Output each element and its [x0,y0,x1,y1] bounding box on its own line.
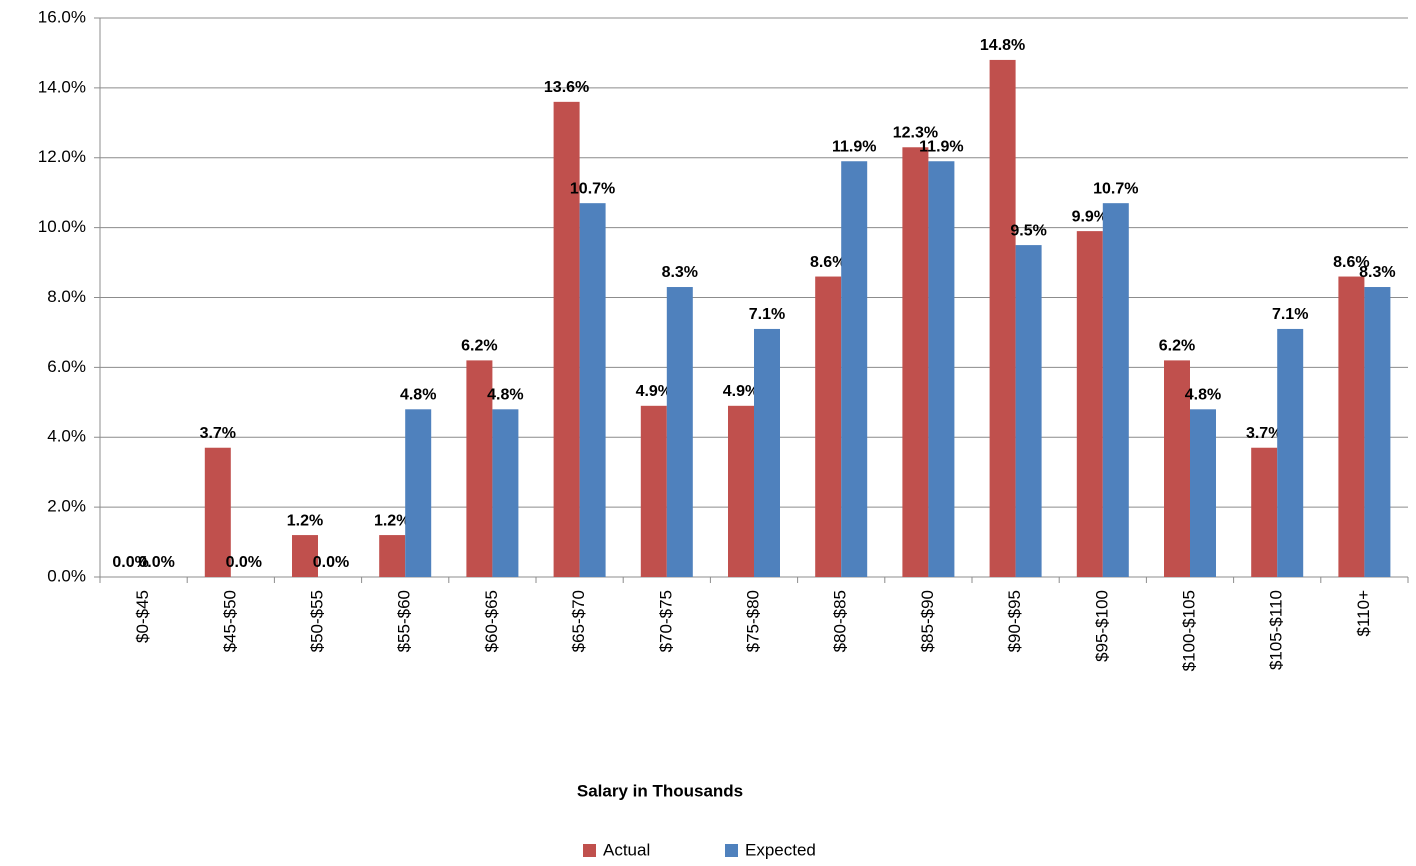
bar [579,203,606,577]
value-label: 9.5% [1010,222,1046,239]
bar [379,535,406,577]
bar [1076,231,1103,577]
x-tick-label: $100-$105 [1179,590,1198,671]
y-tick-label: 2.0% [47,497,86,516]
y-tick-label: 14.0% [38,77,86,96]
value-label: 0.0% [138,554,174,571]
bar [640,405,667,577]
y-tick-label: 10.0% [38,217,86,236]
value-label: 0.0% [313,554,349,571]
x-tick-label: $65-$70 [569,590,588,652]
y-tick-label: 12.0% [38,147,86,166]
bar [815,276,842,577]
bar [754,328,780,577]
value-label: 10.7% [570,180,615,197]
bar [405,409,432,577]
value-label: 0.0% [226,554,262,571]
value-label: 11.9% [919,138,963,155]
value-label: 0.0% [112,554,148,571]
value-label: 13.6% [544,79,589,96]
value-label: 3.7% [1246,425,1282,442]
bar [204,447,231,577]
x-tick-label: $90-$95 [1005,590,1024,652]
bar [728,405,754,577]
bar [292,535,318,577]
bar [928,161,955,577]
x-tick-label: $55-$60 [395,590,414,652]
value-label: 8.6% [810,254,846,271]
bar [1251,447,1278,577]
legend-swatch [583,844,596,857]
bar [989,59,1016,578]
y-tick-label: 16.0% [38,7,86,26]
bar [1338,276,1365,577]
value-label: 8.6% [1333,254,1369,271]
legend-swatch [725,844,738,857]
value-label: 4.8% [400,387,436,404]
value-label: 6.2% [1159,338,1195,355]
x-axis-title: Salary in Thousands [577,781,743,800]
y-tick-label: 4.0% [47,427,86,446]
value-label: 7.1% [1272,306,1308,323]
x-tick-label: $0-$45 [133,590,152,643]
bar [553,101,580,577]
bar [841,161,868,577]
bar [666,287,693,577]
bar [1015,245,1042,577]
bar [902,147,929,578]
bar [492,409,519,577]
legend-label: Expected [745,840,816,859]
value-label: 8.3% [1359,264,1395,281]
value-label: 1.2% [374,512,410,529]
bar [1190,409,1216,577]
value-label: 11.9% [832,138,876,155]
bar [1277,328,1304,577]
value-label: 6.2% [461,338,497,355]
value-label: 4.9% [636,383,672,400]
x-tick-label: $110+ [1354,590,1373,637]
value-label: 4.8% [1185,387,1221,404]
y-tick-label: 8.0% [47,287,86,306]
x-tick-label: $60-$65 [482,590,501,652]
value-label: 10.7% [1093,180,1138,197]
legend-label: Actual [603,840,650,859]
value-label: 9.9% [1072,208,1108,225]
value-label: 4.9% [723,383,759,400]
x-tick-label: $50-$55 [307,590,326,652]
x-tick-label: $75-$80 [743,590,762,652]
bar [1102,203,1129,577]
value-label: 8.3% [662,264,698,281]
y-tick-label: 6.0% [47,357,86,376]
value-label: 7.1% [749,306,785,323]
x-tick-label: $95-$100 [1092,590,1111,662]
x-tick-label: $80-$85 [831,590,850,652]
value-label: 4.8% [487,387,523,404]
bar [1164,360,1190,577]
value-label: 1.2% [287,512,323,529]
bar [1364,287,1391,577]
value-label: 14.8% [980,37,1025,54]
x-tick-label: $45-$50 [220,590,239,652]
value-label: 3.7% [200,425,236,442]
bar [466,360,493,577]
x-tick-label: $105-$110 [1267,590,1286,670]
value-label: 12.3% [893,124,938,141]
x-tick-label: $85-$90 [918,590,937,652]
x-tick-label: $70-$75 [656,590,675,652]
y-tick-label: 0.0% [47,566,86,585]
